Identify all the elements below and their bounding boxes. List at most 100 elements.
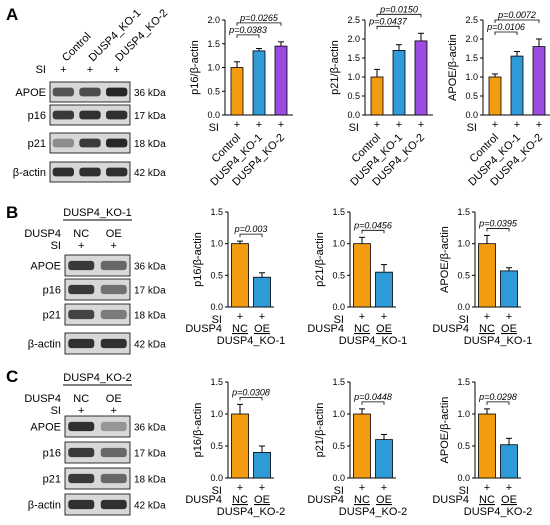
blot-band	[100, 338, 127, 349]
si-marker: +	[381, 311, 387, 323]
si-marker: +	[256, 119, 262, 131]
blot-header: DUSP4_KO-2	[63, 372, 131, 384]
chart-9: 0.0 0.5 1.0 1.5 APOE/β-actin p=0.0298 SI + + DUSP…	[432, 377, 532, 518]
bar	[478, 413, 496, 479]
x-category-label: NC	[354, 323, 370, 335]
p-value-label: p=0.0383	[228, 25, 267, 35]
si-marker: +	[536, 119, 542, 131]
y-tick-label: 0.5	[332, 270, 345, 280]
group-label: DUSP4_KO-1	[339, 335, 407, 347]
blot-protein-label: β-actin	[13, 167, 46, 179]
blot-protein-label: APOE	[15, 87, 46, 99]
bar	[488, 76, 502, 116]
blot-band	[52, 87, 74, 97]
si-row-label: SI	[212, 485, 222, 497]
p-value-label: p=0.0265	[239, 13, 279, 23]
y-tick-label: 1.5	[210, 207, 223, 217]
y-tick-label: 0.5	[210, 441, 223, 451]
bar-charts: 0.0 0.5 1.0 1.5 2.0 p16/β-actin p=0.0383 p=0.02…	[185, 4, 550, 518]
blot-kda-label: 42 kDa	[134, 168, 166, 179]
bar	[274, 45, 288, 116]
blot-strip	[64, 254, 131, 277]
significance-bracket	[239, 233, 263, 238]
panel-label-b: B	[6, 203, 18, 222]
y-axis-label: p21/β-actin	[314, 403, 326, 458]
blot-strip	[64, 332, 131, 355]
blot-kda-label: 42 kDa	[134, 340, 166, 351]
blot-lane-label: Control	[60, 31, 94, 65]
blot-header: DUSP4_KO-1	[63, 207, 131, 219]
y-tick-label: 2.5	[347, 15, 360, 25]
chart-8: 0.0 0.5 1.0 1.5 p21/β-actin p=0.0448 SI + + DUSP4…	[307, 377, 407, 518]
bar	[375, 271, 393, 308]
blot-band	[79, 167, 101, 177]
y-tick-label: 1.5	[210, 377, 223, 387]
blot-protein-label: β-actin	[28, 500, 61, 512]
blot-kda-label: 36 kDa	[134, 88, 166, 99]
blot-protein-label: p16	[43, 448, 61, 460]
chart-2: 0.0 0.5 1.0 1.5 2.0 2.5 p21/β-actin p=0.0437 p=0…	[329, 4, 433, 189]
group-label: DUSP4_KO-2	[339, 506, 407, 518]
y-tick-label: 0.5	[347, 91, 360, 101]
y-axis-label: APOE/β-actin	[439, 397, 451, 464]
y-tick-label: 1.5	[347, 53, 360, 63]
significance-bracket	[486, 401, 510, 405]
blot-condition-value: OE	[106, 393, 122, 405]
western-blots: Control DUSP4_KO-1 DUSP4_KO-2 SI + + + APOE 36 k…	[13, 7, 170, 516]
bar	[370, 76, 384, 116]
blot-band	[100, 473, 127, 484]
bar	[500, 444, 518, 479]
p-value-label: p=0.0308	[231, 387, 270, 397]
x-category-label: NC	[232, 323, 248, 335]
blot-strip	[64, 493, 131, 516]
si-marker: +	[374, 119, 380, 131]
blot-kda-label: 17 kDa	[134, 286, 166, 297]
blot-condition-value: +	[78, 240, 84, 252]
y-axis-label: p21/β-actin	[329, 40, 341, 95]
blot-band	[68, 338, 95, 349]
bar	[532, 46, 546, 116]
y-axis-label: p16/β-actin	[189, 40, 201, 95]
bar	[231, 413, 249, 479]
x-category-label: NC	[232, 494, 248, 506]
x-category-label: NC	[354, 494, 370, 506]
y-tick-label: 0.5	[457, 441, 470, 451]
blot-condition-value: +	[78, 405, 84, 417]
blot-band	[52, 138, 74, 148]
blot-condition-value: OE	[106, 228, 122, 240]
si-marker: +	[514, 119, 520, 131]
blot-band	[68, 499, 95, 510]
significance-bracket	[361, 229, 385, 234]
significance-bracket	[494, 31, 518, 35]
y-tick-label: 0.5	[332, 441, 345, 451]
y-tick-label: 0.0	[457, 473, 470, 483]
blot-strip	[64, 441, 131, 464]
blot-condition-label: SI	[51, 240, 61, 252]
significance-bracket	[494, 19, 540, 23]
bar	[478, 243, 496, 308]
blot-band	[52, 167, 74, 177]
x-category-label: OE	[254, 323, 270, 335]
bar	[353, 243, 371, 308]
y-axis-label: p16/β-actin	[192, 232, 204, 287]
blot-condition-value: +	[60, 64, 66, 76]
panel-label-c: C	[6, 367, 18, 386]
p-value-label: p=0.003	[234, 224, 268, 234]
y-axis-label: APOE/β-actin	[447, 34, 459, 101]
blot-band	[79, 110, 101, 120]
p-value-label: p=0.0395	[478, 218, 518, 228]
blot-band	[68, 473, 95, 484]
blot-condition-value: +	[111, 405, 117, 417]
chart-1: 0.0 0.5 1.0 1.5 2.0 p16/β-actin p=0.0383 p=0.02…	[189, 13, 293, 189]
blot-condition-label: DUSP4	[24, 228, 61, 240]
blot-protein-label: APOE	[30, 261, 61, 273]
si-marker: +	[259, 482, 265, 494]
blot-condition-label: SI	[36, 64, 46, 76]
bar	[253, 451, 271, 479]
chart-5: 0.0 0.5 1.0 1.5 p21/β-actin p=0.0456 SI + + DUSP4…	[307, 207, 407, 347]
y-tick-label: 1.0	[210, 409, 223, 419]
y-tick-label: 0.5	[465, 91, 478, 101]
si-marker: +	[506, 311, 512, 323]
blot-band	[106, 138, 128, 148]
